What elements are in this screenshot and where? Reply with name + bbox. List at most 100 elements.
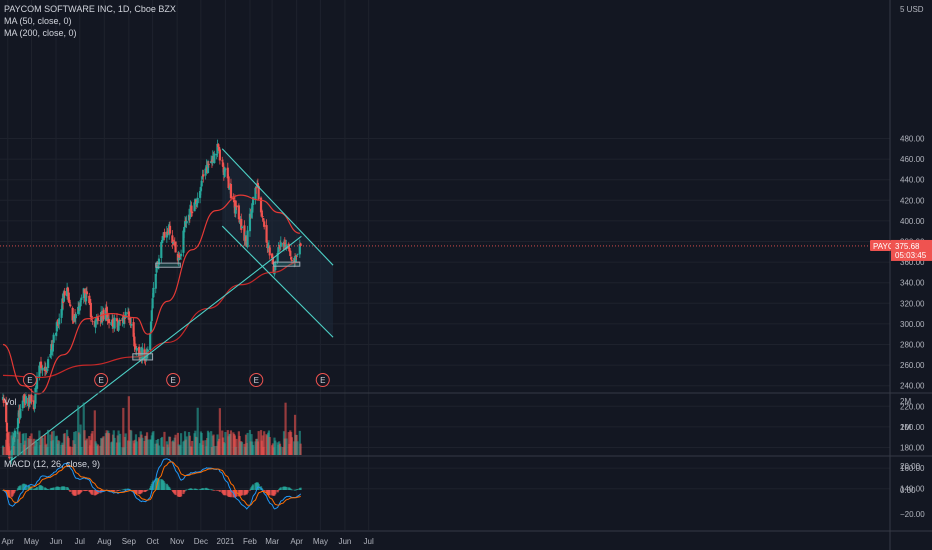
volume-legend[interactable]: Vol xyxy=(4,397,17,407)
candle-body xyxy=(223,168,226,177)
price-tick-label: 480.00 xyxy=(900,135,925,144)
volume-bar xyxy=(67,438,70,455)
macd-histogram-bar xyxy=(12,490,16,494)
macd-histogram-bar xyxy=(235,490,238,497)
volume-bar xyxy=(58,441,61,455)
volume-bar xyxy=(284,402,287,455)
volume-pane[interactable] xyxy=(1,396,302,455)
volume-bar xyxy=(2,447,5,455)
volume-bar xyxy=(200,432,203,455)
volume-bar xyxy=(229,430,233,455)
volume-bar xyxy=(141,437,144,455)
candle-body xyxy=(60,308,63,318)
candle-body xyxy=(77,306,80,314)
candle-body xyxy=(157,265,160,268)
candle-body xyxy=(107,317,110,320)
candle-body xyxy=(279,242,282,247)
volume-bar xyxy=(274,440,277,455)
candle-body xyxy=(66,287,70,291)
support-zone xyxy=(273,261,301,267)
signal-line xyxy=(2,461,301,506)
volume-bar xyxy=(263,431,266,455)
macd-histogram-bar xyxy=(66,487,70,490)
candle-body xyxy=(254,187,257,199)
volume-bar xyxy=(207,432,210,455)
volume-bar xyxy=(279,446,282,455)
price-tick-label: 400.00 xyxy=(900,217,925,226)
macd-histogram-bar xyxy=(279,487,282,490)
price-tick-label: 240.00 xyxy=(900,382,925,391)
macd-histogram-bar xyxy=(248,490,252,491)
candle-body xyxy=(206,164,210,174)
price-tick-label: 200.00 xyxy=(900,423,925,432)
volume-bar xyxy=(257,431,260,455)
macd-tick-label: 20.00 xyxy=(900,462,921,471)
candle-body xyxy=(272,266,275,274)
candle-body xyxy=(172,244,176,245)
candle-body xyxy=(271,256,275,264)
ma200-legend[interactable]: MA (200, close, 0) xyxy=(4,28,77,38)
price-pane[interactable] xyxy=(1,139,302,465)
volume-bar xyxy=(296,441,299,455)
candle-body xyxy=(80,297,83,301)
macd-histogram-bar xyxy=(290,489,293,491)
volume-bar xyxy=(191,440,194,455)
macd-histogram-bar xyxy=(91,490,94,495)
volume-bar xyxy=(41,437,44,455)
volume-bar xyxy=(13,432,16,455)
volume-bar xyxy=(298,430,301,455)
price-tick-label: 160.00 xyxy=(900,464,925,473)
candle-body xyxy=(5,401,8,423)
macd-legend[interactable]: MACD (12, 26, close, 9) xyxy=(4,459,101,469)
candle-body xyxy=(154,273,157,289)
macd-histogram-bar xyxy=(211,489,214,491)
candle-body xyxy=(96,317,100,321)
macd-histogram-bar xyxy=(141,490,144,493)
volume-bar xyxy=(152,431,155,455)
macd-histogram-bar xyxy=(202,488,205,490)
ma50-legend[interactable]: MA (50, close, 0) xyxy=(4,16,72,26)
macd-pane[interactable] xyxy=(1,458,302,510)
candle-body xyxy=(282,243,286,247)
candle-body xyxy=(202,174,205,177)
candle-body xyxy=(271,253,274,259)
earnings-marker-label: E xyxy=(27,376,32,385)
candle-body xyxy=(296,253,299,255)
candle-body xyxy=(229,183,233,199)
candle-body xyxy=(290,257,293,260)
volume-tick-label: 2M xyxy=(900,397,911,406)
candle-body xyxy=(105,306,108,312)
price-tick-label: 360.00 xyxy=(900,258,925,267)
time-tick-label: Oct xyxy=(146,537,159,546)
candle-body xyxy=(132,322,135,337)
time-tick-label: Jul xyxy=(364,537,374,546)
macd-histogram-bar xyxy=(196,489,199,491)
chart-title[interactable]: PAYCOM SOFTWARE INC, 1D, Cboe BZX xyxy=(4,4,176,14)
volume-bar xyxy=(102,436,105,455)
candle-body xyxy=(295,255,298,257)
candle-body xyxy=(163,231,166,238)
volume-bar xyxy=(119,433,122,455)
macd-histogram-bar xyxy=(58,487,61,490)
candle-body xyxy=(56,320,59,322)
ma200-line xyxy=(2,261,300,379)
earnings-marker-label: E xyxy=(254,376,259,385)
candle-body xyxy=(85,293,88,302)
candle-body xyxy=(183,227,186,233)
volume-bar xyxy=(163,431,166,455)
price-tick-label: 180.00 xyxy=(900,444,925,453)
volume-bar xyxy=(261,435,264,455)
candle-body xyxy=(276,252,279,262)
price-tick-label: 280.00 xyxy=(900,341,925,350)
candle-body xyxy=(215,153,218,156)
earnings-marker xyxy=(249,373,264,387)
volume-bar xyxy=(246,432,249,455)
candle-body xyxy=(111,318,115,327)
macd-histogram-bar xyxy=(146,489,149,491)
candle-body xyxy=(74,314,77,319)
candle-body xyxy=(19,408,22,418)
earnings-marker-label: E xyxy=(320,376,325,385)
candle-body xyxy=(54,333,58,336)
